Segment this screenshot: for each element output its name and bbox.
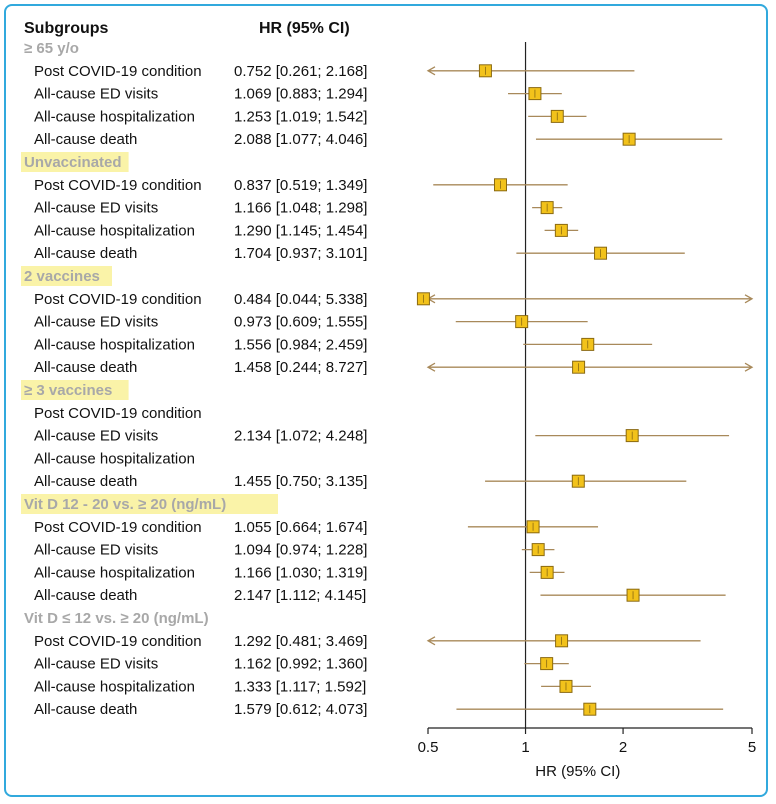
row-label: All-cause death xyxy=(34,359,137,376)
group-highlight xyxy=(21,494,278,514)
row-label: All-cause hospitalization xyxy=(34,222,195,239)
group-label: ≥ 3 vaccines xyxy=(24,382,112,399)
row-label: Post COVID-19 condition xyxy=(34,405,202,422)
row-ci-text: 2.088 [1.077; 4.046] xyxy=(234,131,367,148)
figure-border xyxy=(4,4,768,797)
row-ci-text: 0.752 [0.261; 2.168] xyxy=(234,63,367,80)
row-ci-text: 1.290 [1.145; 1.454] xyxy=(234,222,367,239)
row-ci-text: 1.704 [0.937; 3.101] xyxy=(234,245,367,262)
row-ci-text: 1.166 [1.030; 1.319] xyxy=(234,564,367,581)
group-highlight xyxy=(21,266,112,286)
row-label: All-cause ED visits xyxy=(34,656,158,673)
row-label: All-cause hospitalization xyxy=(34,678,195,695)
header-subgroups: Subgroups xyxy=(24,20,109,37)
ci-arrow-right xyxy=(744,362,754,372)
row-ci-text: 1.166 [1.048; 1.298] xyxy=(234,200,367,217)
row-ci-text: 1.094 [0.974; 1.228] xyxy=(234,542,367,559)
group-label: Vit D 12 - 20 vs. ≥ 20 (ng/mL) xyxy=(24,496,226,513)
row-ci-text: 1.455 [0.750; 3.135] xyxy=(234,473,367,490)
group-highlight xyxy=(21,380,129,400)
group-highlight xyxy=(21,152,129,172)
x-tick-label: 0.5 xyxy=(418,739,439,756)
row-label: Post COVID-19 condition xyxy=(34,633,202,650)
group-label: 2 vaccines xyxy=(24,268,100,285)
row-ci-text: 1.253 [1.019; 1.542] xyxy=(234,108,367,125)
row-label: All-cause hospitalization xyxy=(34,108,195,125)
row-label: Post COVID-19 condition xyxy=(34,177,202,194)
row-label: All-cause ED visits xyxy=(34,542,158,559)
row-label: All-cause death xyxy=(34,245,137,262)
row-ci-text: 1.333 [1.117; 1.592] xyxy=(234,678,366,695)
row-label: All-cause death xyxy=(34,587,137,604)
row-ci-text: 1.556 [0.984; 2.459] xyxy=(234,336,367,353)
ci-arrow-left xyxy=(426,636,436,646)
row-label: Post COVID-19 condition xyxy=(34,63,202,80)
row-label: All-cause hospitalization xyxy=(34,564,195,581)
row-ci-text: 1.292 [0.481; 3.469] xyxy=(234,633,367,650)
row-label: All-cause ED visits xyxy=(34,86,158,103)
row-label: Post COVID-19 condition xyxy=(34,291,202,308)
row-ci-text: 0.837 [0.519; 1.349] xyxy=(234,177,367,194)
group-label: Vit D ≤ 12 vs. ≥ 20 (ng/mL) xyxy=(24,610,209,627)
row-label: Post COVID-19 condition xyxy=(34,519,202,536)
x-tick-label: 2 xyxy=(619,739,627,756)
row-ci-text: 0.484 [0.044; 5.338] xyxy=(234,291,367,308)
row-label: All-cause ED visits xyxy=(34,200,158,217)
ci-arrow-left xyxy=(426,362,436,372)
ci-arrow-left xyxy=(426,66,436,76)
ci-arrow-right xyxy=(744,294,754,304)
row-label: All-cause hospitalization xyxy=(34,450,195,467)
row-label: All-cause ED visits xyxy=(34,314,158,331)
row-label: All-cause death xyxy=(34,701,137,718)
group-label: Unvaccinated xyxy=(24,154,122,171)
row-ci-text: 1.069 [0.883; 1.294] xyxy=(234,86,367,103)
x-tick-label: 5 xyxy=(748,739,756,756)
row-ci-text: 2.134 [1.072; 4.248] xyxy=(234,428,367,445)
row-label: All-cause death xyxy=(34,473,137,490)
row-ci-text: 2.147 [1.112; 4.145] xyxy=(234,587,366,604)
row-ci-text: 1.055 [0.664; 1.674] xyxy=(234,519,367,536)
x-axis-label: HR (95% CI) xyxy=(535,763,620,780)
row-ci-text: 0.973 [0.609; 1.555] xyxy=(234,314,367,331)
row-label: All-cause ED visits xyxy=(34,428,158,445)
row-ci-text: 1.458 [0.244; 8.727] xyxy=(234,359,367,376)
row-ci-text: 1.162 [0.992; 1.360] xyxy=(234,656,367,673)
header-hr: HR (95% CI) xyxy=(259,20,350,37)
row-ci-text: 1.579 [0.612; 4.073] xyxy=(234,701,367,718)
row-label: All-cause death xyxy=(34,131,137,148)
x-tick-label: 1 xyxy=(521,739,529,756)
group-label: ≥ 65 y/o xyxy=(24,40,79,57)
row-label: All-cause hospitalization xyxy=(34,336,195,353)
